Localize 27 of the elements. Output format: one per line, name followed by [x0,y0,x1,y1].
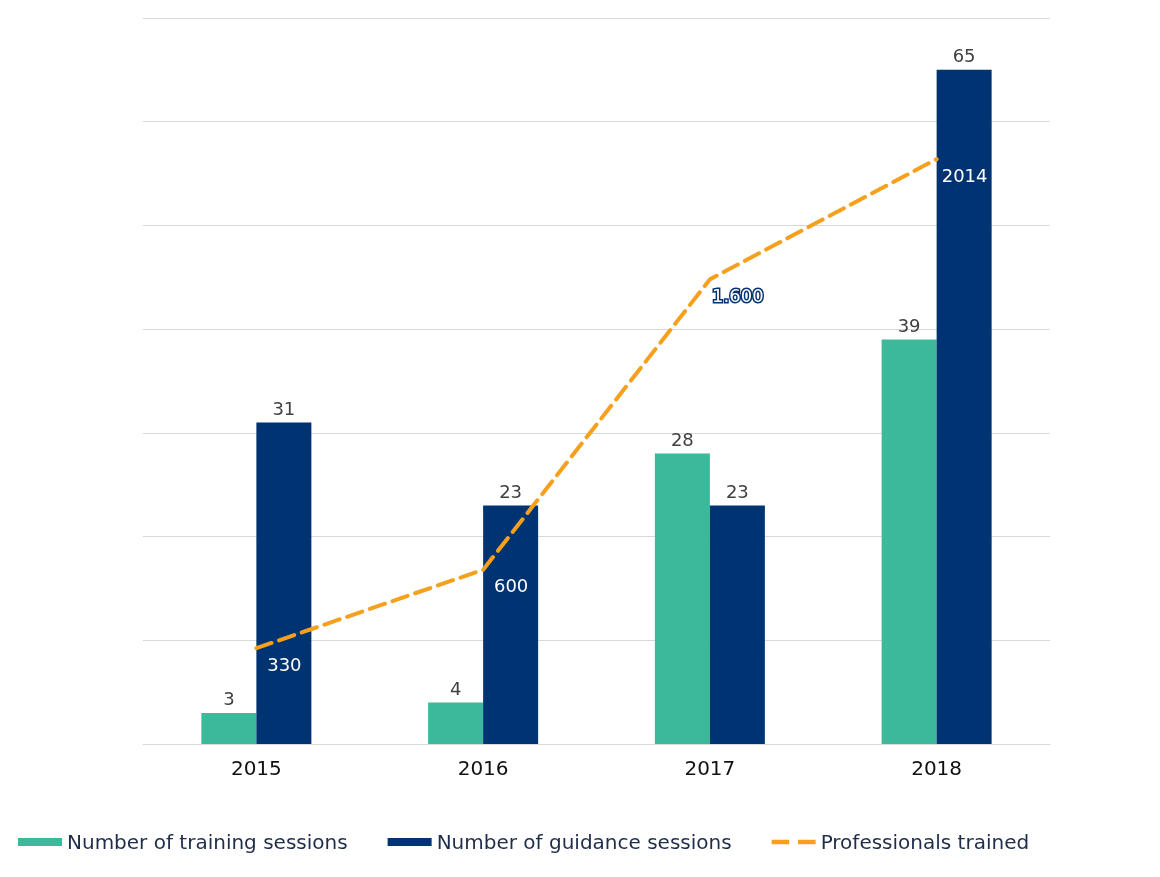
x-tick-label: 2017 [684,756,736,780]
bar [428,702,484,744]
data-label: 31 [272,397,296,419]
bar [881,339,937,744]
x-tick-label: 2016 [457,756,509,780]
data-label: 39 [897,315,921,337]
legend-label: Number of training sessions [67,830,348,854]
legend-label: Number of guidance sessions [436,830,732,854]
x-tick-label: 2018 [911,756,963,780]
data-label: 330 [267,653,302,675]
bar [256,422,312,744]
data-label: 65 [952,45,976,67]
data-label: 3 [223,688,235,710]
data-label: 2014 [941,164,988,186]
x-tick-label: 2015 [230,756,282,780]
bar [201,712,257,744]
data-label: 1.600 [712,284,764,306]
data-label: 23 [725,480,749,502]
bar [936,69,992,744]
bar [654,453,710,744]
data-label: 23 [499,480,523,502]
bar [709,505,765,744]
legend-label: Professionals trained [820,830,1030,854]
data-label: 28 [670,429,694,451]
data-label: 600 [493,575,529,597]
data-label: 4 [449,678,462,700]
bar [483,505,539,744]
